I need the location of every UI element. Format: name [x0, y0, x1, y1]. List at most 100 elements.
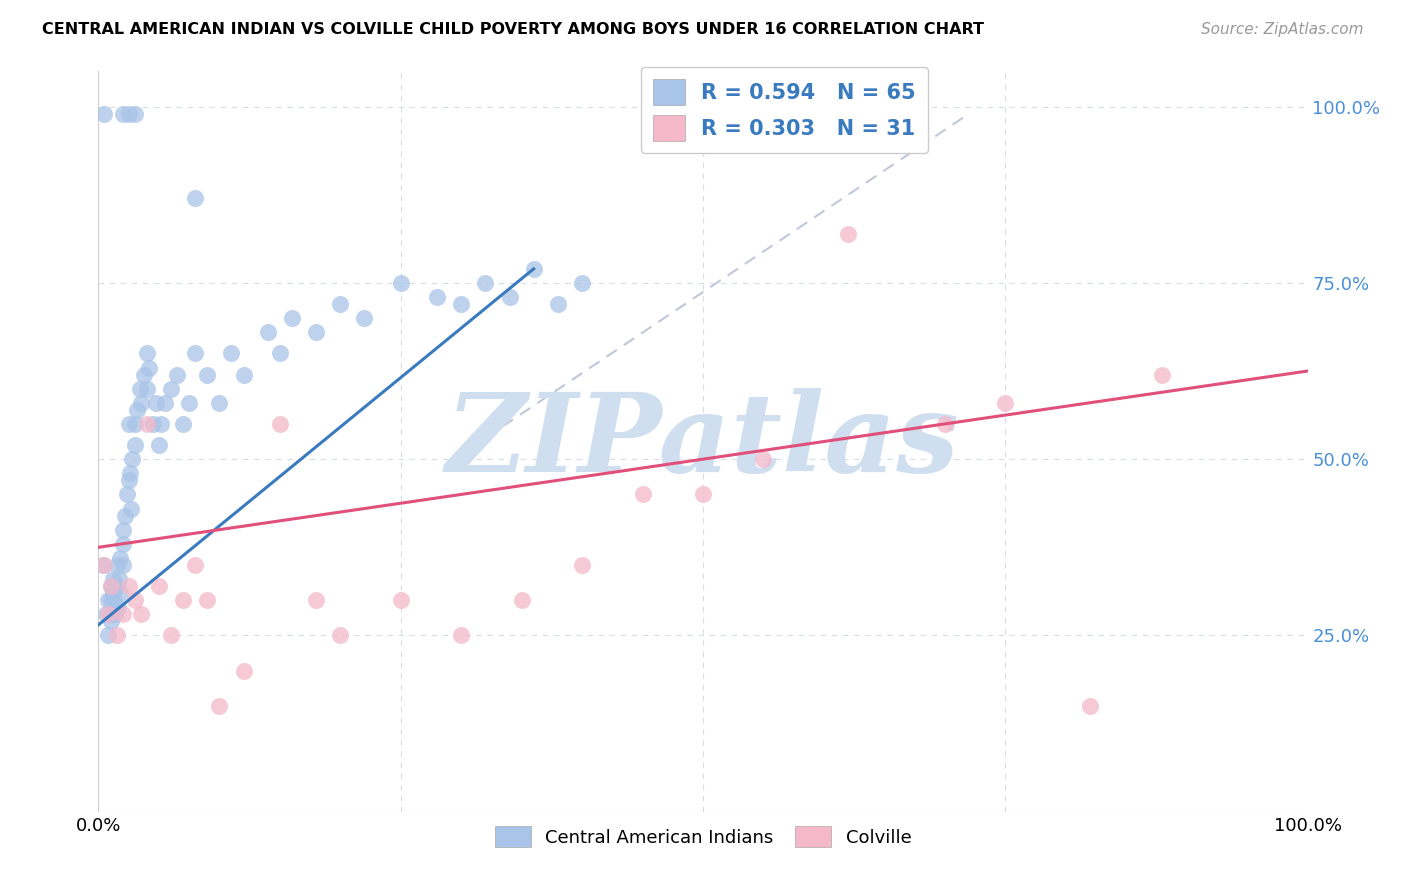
- Point: [111, 537, 134, 551]
- Point: [118, 467, 141, 481]
- Point: [195, 368, 218, 382]
- Point: [523, 261, 546, 276]
- Point: [426, 290, 449, 304]
- Point: [148, 579, 170, 593]
- Point: [994, 396, 1017, 410]
- Point: [124, 417, 146, 431]
- Point: [111, 607, 134, 622]
- Point: [450, 297, 472, 311]
- Point: [571, 276, 593, 290]
- Point: [100, 579, 122, 593]
- Point: [101, 572, 124, 586]
- Point: [94, 607, 117, 622]
- Point: [121, 452, 143, 467]
- Point: [105, 558, 128, 572]
- Point: [100, 607, 122, 622]
- Point: [150, 417, 173, 431]
- Point: [114, 508, 136, 523]
- Point: [179, 396, 201, 410]
- Point: [160, 628, 183, 642]
- Point: [142, 417, 165, 431]
- Point: [118, 473, 141, 487]
- Point: [103, 593, 125, 607]
- Point: [93, 558, 115, 572]
- Point: [305, 593, 328, 607]
- Point: [100, 579, 122, 593]
- Point: [108, 550, 131, 565]
- Point: [100, 593, 122, 607]
- Point: [135, 382, 157, 396]
- Point: [221, 346, 243, 360]
- Point: [91, 558, 114, 572]
- Text: Source: ZipAtlas.com: Source: ZipAtlas.com: [1201, 22, 1364, 37]
- Point: [145, 396, 167, 410]
- Point: [101, 586, 124, 600]
- Point: [97, 607, 120, 622]
- Text: ZIPatlas: ZIPatlas: [446, 388, 960, 495]
- Point: [353, 311, 375, 326]
- Point: [195, 593, 218, 607]
- Point: [135, 417, 157, 431]
- Point: [111, 106, 134, 120]
- Point: [108, 586, 131, 600]
- Point: [269, 346, 291, 360]
- Point: [111, 558, 134, 572]
- Point: [269, 417, 291, 431]
- Point: [232, 664, 254, 678]
- Point: [105, 579, 128, 593]
- Point: [571, 558, 593, 572]
- Point: [166, 368, 188, 382]
- Point: [389, 593, 412, 607]
- Point: [127, 402, 149, 417]
- Point: [184, 346, 207, 360]
- Text: CENTRAL AMERICAN INDIAN VS COLVILLE CHILD POVERTY AMONG BOYS UNDER 16 CORRELATIO: CENTRAL AMERICAN INDIAN VS COLVILLE CHIL…: [42, 22, 984, 37]
- Point: [329, 297, 352, 311]
- Point: [117, 487, 139, 501]
- Point: [129, 607, 152, 622]
- Point: [124, 438, 146, 452]
- Point: [129, 396, 152, 410]
- Point: [256, 325, 278, 339]
- Point: [111, 523, 134, 537]
- Legend: Central American Indians, Colville: Central American Indians, Colville: [488, 819, 918, 855]
- Point: [329, 628, 352, 642]
- Point: [474, 276, 496, 290]
- Point: [138, 360, 160, 375]
- Point: [631, 487, 654, 501]
- Point: [135, 346, 157, 360]
- Point: [105, 628, 128, 642]
- Point: [118, 579, 141, 593]
- Point: [134, 368, 156, 382]
- Point: [510, 593, 533, 607]
- Point: [107, 600, 129, 615]
- Point: [281, 311, 304, 326]
- Point: [389, 276, 412, 290]
- Point: [172, 417, 194, 431]
- Point: [547, 297, 569, 311]
- Point: [124, 593, 146, 607]
- Point: [97, 628, 120, 642]
- Point: [124, 106, 146, 120]
- Point: [120, 501, 142, 516]
- Point: [128, 382, 150, 396]
- Point: [118, 106, 141, 120]
- Point: [208, 396, 231, 410]
- Point: [184, 191, 207, 205]
- Point: [692, 487, 714, 501]
- Point: [108, 572, 131, 586]
- Point: [232, 368, 254, 382]
- Point: [148, 438, 170, 452]
- Point: [934, 417, 956, 431]
- Point: [172, 593, 194, 607]
- Point: [208, 698, 231, 713]
- Point: [153, 396, 176, 410]
- Point: [184, 558, 207, 572]
- Point: [160, 382, 183, 396]
- Point: [305, 325, 328, 339]
- Point: [104, 607, 127, 622]
- Point: [752, 452, 775, 467]
- Point: [100, 615, 122, 629]
- Point: [93, 106, 115, 120]
- Point: [450, 628, 472, 642]
- Point: [1078, 698, 1101, 713]
